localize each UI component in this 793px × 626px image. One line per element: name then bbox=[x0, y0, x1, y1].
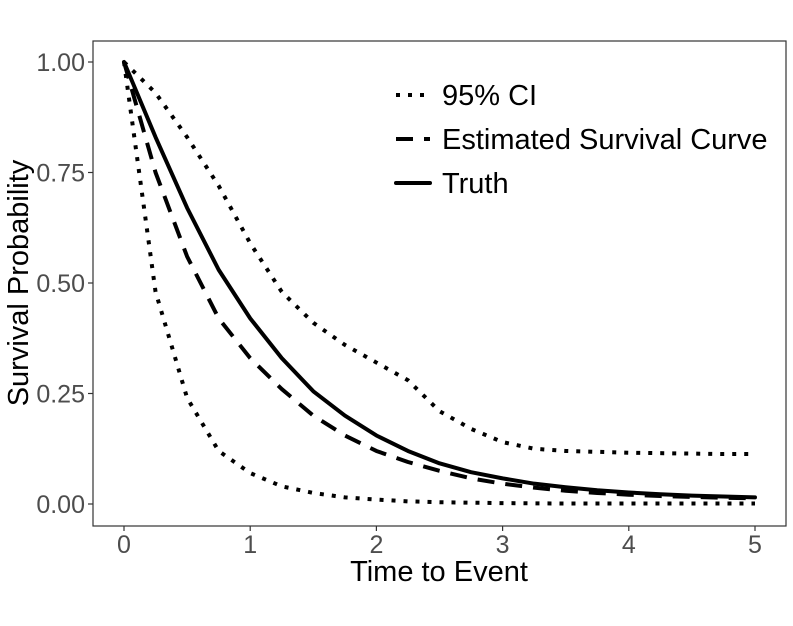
legend-label: 95% CI bbox=[442, 80, 537, 112]
legend: 95% CI Estimated Survival Curve Truth bbox=[394, 80, 768, 200]
y-tick-label: 0.50 bbox=[36, 270, 85, 298]
x-axis-title: Time to Event bbox=[350, 556, 528, 588]
y-tick-label: 0.00 bbox=[36, 491, 85, 519]
series-line-solid-3 bbox=[122, 60, 757, 500]
x-tick-label: 5 bbox=[748, 531, 762, 559]
series-layer bbox=[122, 60, 757, 506]
plot-panel-border bbox=[92, 40, 787, 527]
y-axis-ticks: 0.00 0.25 0.50 0.75 1.00 bbox=[36, 49, 93, 519]
x-tick-label: 4 bbox=[622, 531, 636, 559]
y-axis-title: Survival Probability bbox=[3, 159, 35, 406]
series-line-dotted-0 bbox=[122, 60, 755, 457]
x-axis-ticks: 0 1 2 3 4 5 bbox=[117, 526, 762, 559]
y-tick-label: 1.00 bbox=[36, 49, 85, 77]
y-tick-label: 0.75 bbox=[36, 160, 85, 188]
x-tick-label: 1 bbox=[243, 531, 257, 559]
x-tick-label: 3 bbox=[496, 531, 510, 559]
legend-label: Truth bbox=[442, 168, 509, 200]
x-tick-label: 2 bbox=[369, 531, 383, 559]
legend-label: Estimated Survival Curve bbox=[442, 124, 768, 156]
x-tick-label: 0 bbox=[117, 531, 131, 559]
y-tick-label: 0.25 bbox=[36, 381, 85, 409]
series-line-dotted-1 bbox=[122, 61, 755, 506]
